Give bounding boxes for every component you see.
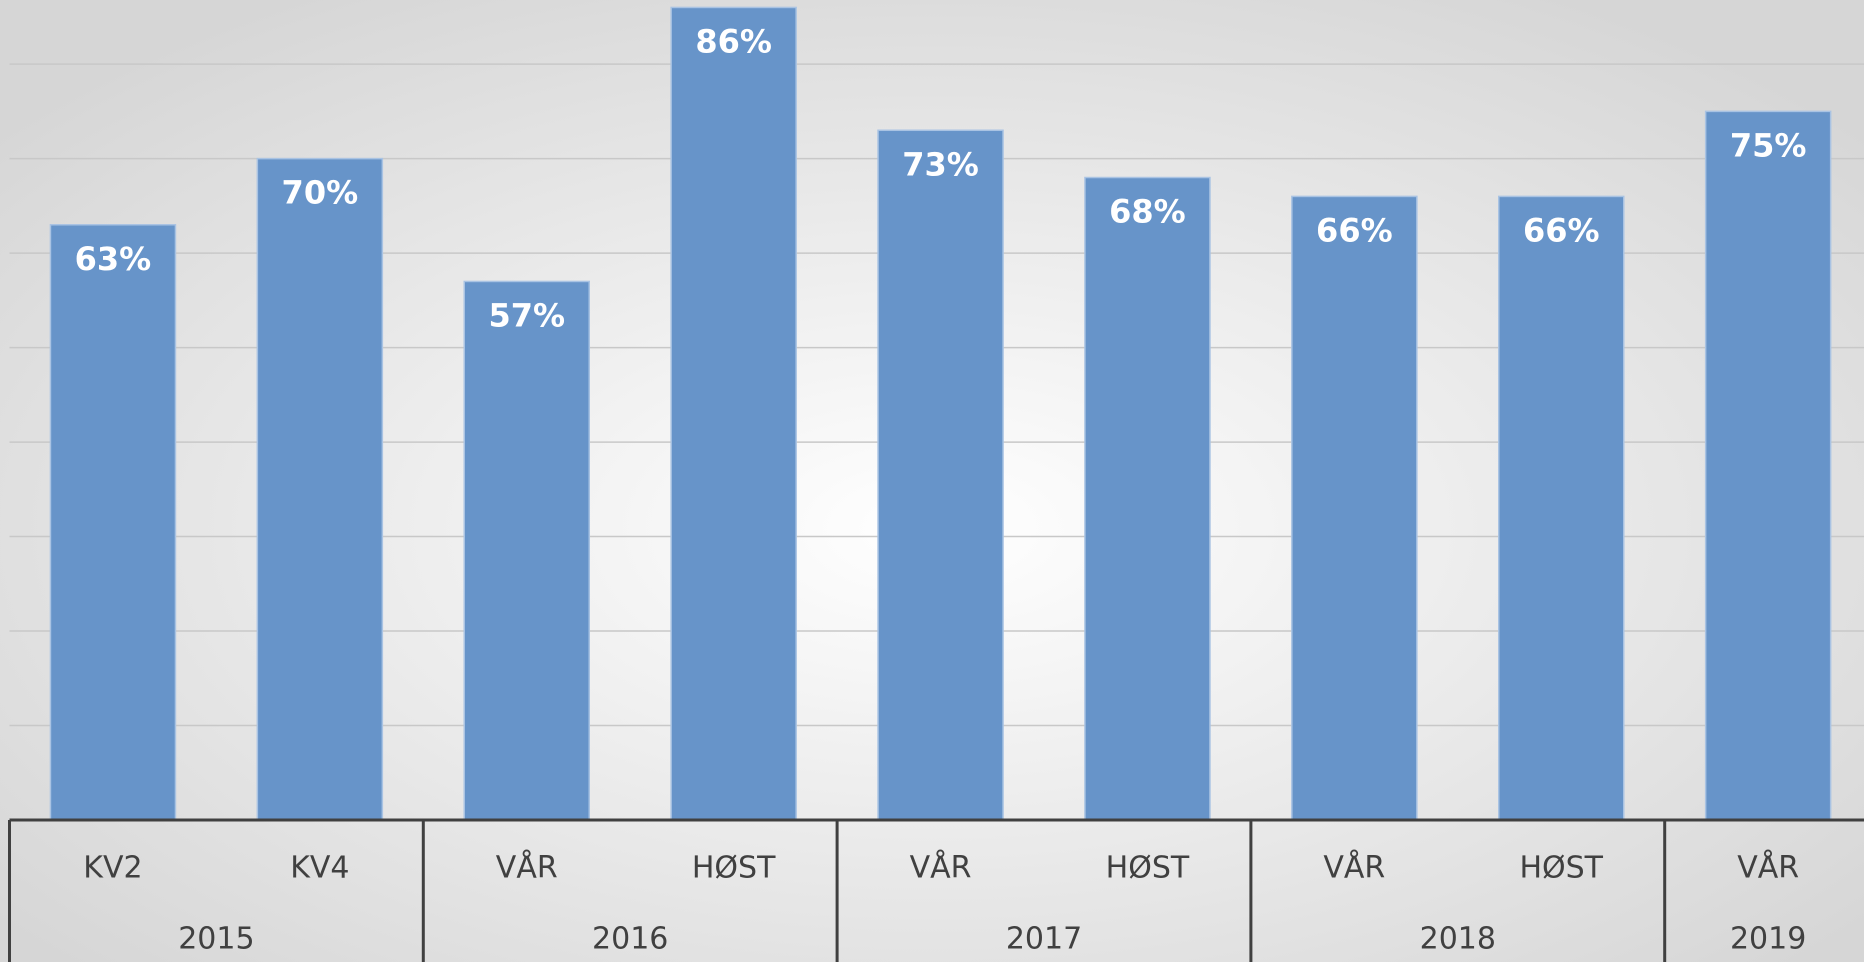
x-tick-label: HØST <box>1519 851 1603 886</box>
x-tick-label: VÅR <box>910 850 972 886</box>
bar <box>49 224 177 821</box>
data-label: 63% <box>75 240 152 278</box>
data-label: 73% <box>902 145 979 183</box>
group-label: 2016 <box>592 922 668 957</box>
bar <box>1498 195 1625 821</box>
data-label: 66% <box>1523 211 1600 249</box>
bar <box>256 157 384 821</box>
group-label: 2019 <box>1730 922 1806 957</box>
data-label: 70% <box>282 174 359 212</box>
x-tick-label: HØST <box>692 851 776 886</box>
bar <box>463 280 590 821</box>
group-label: 2017 <box>1006 922 1082 957</box>
x-tick-label: VÅR <box>496 850 558 886</box>
x-tick-label: KV4 <box>290 851 349 886</box>
data-label: 66% <box>1316 211 1393 249</box>
group-label: 2015 <box>178 922 254 957</box>
bar <box>670 6 797 821</box>
bar <box>1084 176 1211 821</box>
bar <box>877 129 1004 821</box>
group-label: 2018 <box>1420 922 1496 957</box>
bar <box>1291 195 1418 821</box>
x-tick-label: VÅR <box>1737 850 1799 886</box>
bar <box>1704 110 1832 821</box>
x-tick-label: VÅR <box>1323 850 1385 886</box>
data-label: 75% <box>1730 126 1807 164</box>
data-label: 68% <box>1109 193 1186 231</box>
data-label: 57% <box>488 296 565 334</box>
x-tick-label: KV2 <box>83 851 142 886</box>
x-tick-label: HØST <box>1106 851 1190 886</box>
data-label: 86% <box>695 22 772 60</box>
